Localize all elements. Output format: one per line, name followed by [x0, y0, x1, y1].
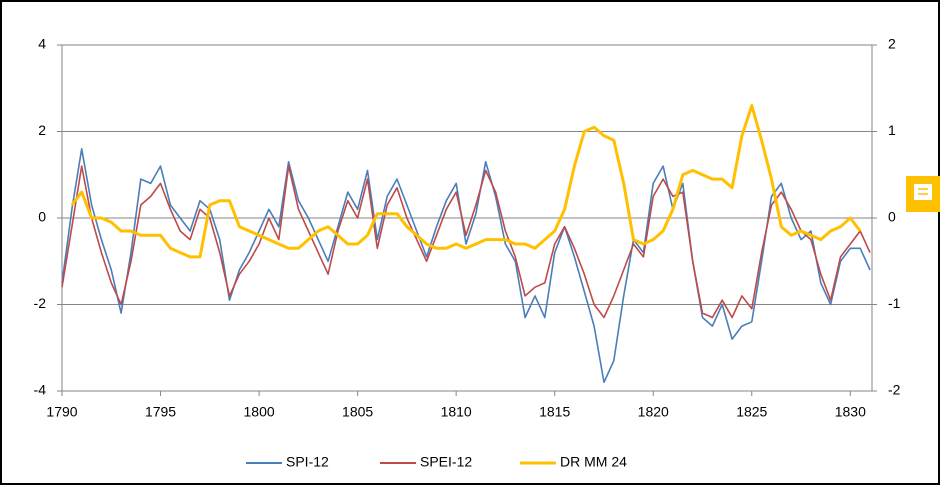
y2-tick-label: -2 — [888, 382, 901, 398]
x-tick-label: 1810 — [441, 404, 472, 420]
x-tick-label: 1805 — [342, 404, 373, 420]
y2-tick-label: 1 — [888, 122, 896, 138]
y-tick-label: 4 — [38, 36, 46, 52]
y2-tick-label: 0 — [888, 209, 896, 225]
x-tick-label: 1825 — [736, 404, 767, 420]
legend-label: DR MM 24 — [560, 454, 627, 470]
x-tick-label: 1820 — [638, 404, 669, 420]
x-tick-label: 1800 — [244, 404, 275, 420]
icon-note — [914, 184, 932, 200]
side-icon — [906, 176, 940, 212]
x-tick-label: 1795 — [145, 404, 176, 420]
legend-label: SPEI-12 — [420, 454, 472, 470]
y2-tick-label: 2 — [888, 36, 896, 52]
series-line — [70, 104, 862, 259]
x-tick-label: 1790 — [46, 404, 77, 420]
legend-label: SPI-12 — [286, 454, 329, 470]
series-line — [61, 165, 871, 319]
y2-tick-label: -1 — [888, 295, 901, 311]
y-tick-label: 2 — [38, 122, 46, 138]
x-tick-label: 1830 — [835, 404, 866, 420]
series-line — [61, 148, 871, 384]
y-tick-label: -2 — [34, 295, 47, 311]
y-tick-label: -4 — [34, 382, 47, 398]
x-tick-label: 1815 — [539, 404, 570, 420]
y-tick-label: 0 — [38, 209, 46, 225]
